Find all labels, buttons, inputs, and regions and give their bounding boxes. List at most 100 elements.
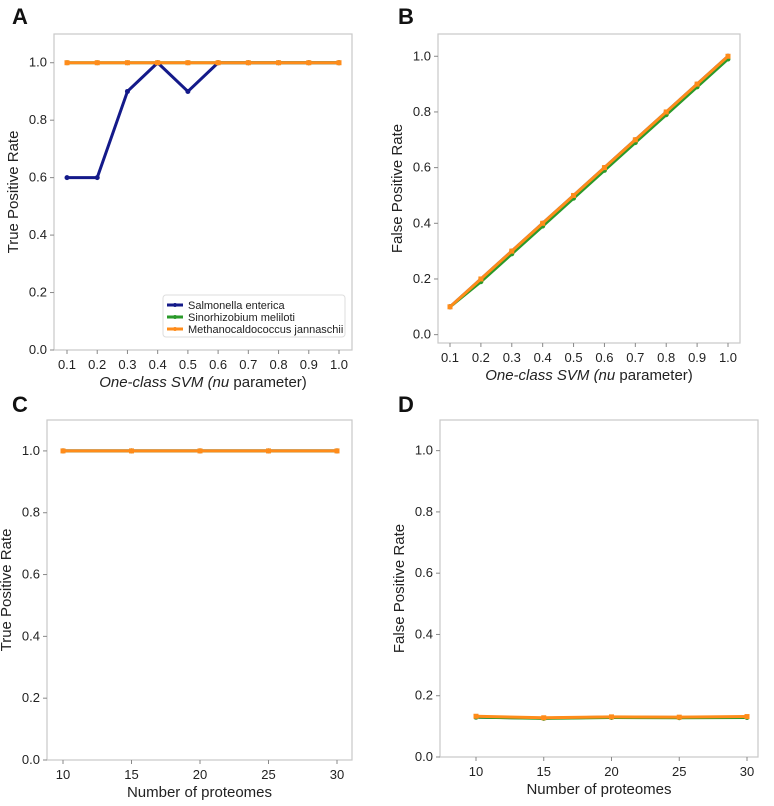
y-tick-label: 0.4	[29, 227, 47, 242]
legend-marker	[173, 303, 177, 307]
y-tick-label: 1.0	[413, 48, 431, 63]
data-point	[571, 192, 577, 198]
y-tick-label: 0.6	[413, 160, 431, 175]
y-tick-label: 0.0	[29, 342, 47, 357]
data-point	[124, 60, 130, 66]
x-tick-label: 0.9	[688, 350, 706, 365]
data-point	[541, 715, 547, 721]
x-tick-label: 0.7	[626, 350, 644, 365]
series-line-1	[449, 57, 730, 308]
data-point	[447, 304, 453, 310]
y-tick-label: 0.2	[415, 688, 433, 703]
y-tick-label: 0.0	[415, 749, 433, 764]
x-tick-label: 0.8	[657, 350, 675, 365]
panel-letter: D	[398, 392, 414, 417]
x-tick-label: 0.6	[209, 357, 227, 372]
data-point	[663, 109, 669, 115]
panel-d: D 0.0 0.2 0.4 0.6 0.8 1.0 10 15 20 25 30 Number of p…	[391, 392, 759, 798]
x-tick-label: 0.4	[534, 350, 552, 365]
data-point	[676, 714, 682, 720]
x-tick-label: 0.8	[270, 357, 288, 372]
x-tick-label: 30	[740, 764, 754, 779]
y-tick-label: 0.2	[22, 690, 40, 705]
data-point	[744, 714, 750, 720]
panel-letter: A	[12, 4, 28, 29]
x-tick-label: 0.3	[503, 350, 521, 365]
x-tick-label: 0.3	[118, 357, 136, 372]
data-point	[64, 60, 70, 66]
data-point	[155, 60, 161, 66]
y-tick-label: 0.2	[29, 285, 47, 300]
x-tick-label: 10	[469, 764, 483, 779]
y-tick-label: 0.0	[22, 752, 40, 767]
y-tick-label: 1.0	[29, 55, 47, 70]
y-tick-label: 0.4	[22, 628, 40, 643]
data-point	[632, 137, 638, 143]
data-point	[609, 714, 614, 720]
x-tick-label: 0.2	[472, 350, 490, 365]
x-tick-label: 25	[261, 767, 275, 782]
x-axis-label: Number of proteomes	[526, 781, 671, 798]
data-point	[334, 448, 340, 454]
y-tick-label: 0.6	[22, 567, 40, 582]
y-axis-label: True Positive Rate	[0, 529, 15, 652]
data-point	[509, 248, 515, 254]
x-tick-label: 0.1	[58, 357, 76, 372]
x-axis-label: Number of proteomes	[127, 784, 272, 801]
panel-letter: C	[12, 392, 28, 417]
y-tick-label: 0.6	[29, 170, 47, 185]
x-tick-label: 0.6	[595, 350, 613, 365]
series-line-0	[67, 60, 339, 180]
y-tick-label: 1.0	[415, 443, 433, 458]
x-axis-label: One-class SVM (nu parameter)	[485, 367, 693, 384]
data-point	[60, 448, 66, 454]
y-tick-label: 0.8	[415, 504, 433, 519]
data-point	[185, 60, 191, 66]
data-point	[266, 448, 271, 454]
data-point	[473, 713, 479, 719]
panel-letter: B	[398, 4, 414, 29]
x-tick-label: 1.0	[719, 350, 737, 365]
y-tick-label: 0.8	[29, 112, 47, 127]
data-point	[197, 448, 203, 454]
data-point	[601, 165, 607, 171]
y-tick-label: 1.0	[22, 443, 40, 458]
x-tick-label: 0.4	[149, 357, 167, 372]
legend-box	[162, 294, 346, 338]
y-tick-label: 0.8	[22, 505, 40, 520]
x-tick-label: 20	[604, 764, 618, 779]
y-tick-label: 0.0	[413, 327, 431, 342]
x-tick-label: 1.0	[330, 357, 348, 372]
x-tick-label: 0.1	[441, 350, 459, 365]
plot-frame	[439, 419, 759, 758]
data-point	[185, 88, 191, 94]
x-tick-label: 0.5	[565, 350, 583, 365]
x-tick-label: 0.7	[239, 357, 257, 372]
y-tick-label: 0.4	[415, 626, 433, 641]
legend-label: Salmonella enterica	[188, 300, 285, 312]
x-tick-label: 25	[672, 764, 686, 779]
plot-frame	[53, 33, 353, 351]
panel-b: B 0.0 0.2 0.4 0.6 0.8 1.0 0.1 0.2 0.3 0.4 0.5 0.6 0.7…	[389, 4, 741, 384]
plot-frame	[46, 419, 353, 761]
plot-frame	[437, 33, 741, 344]
x-tick-label: 0.5	[179, 357, 197, 372]
data-point	[94, 60, 100, 66]
panel-a: A 0.0 0.2 0.4 0.6 0.8 1.0 0.1 0.2 0.3 0.4 0.5 0.6 0.7…	[5, 4, 353, 391]
legend-label: Methanocaldococcus jannaschii	[188, 324, 343, 336]
y-axis-label: False Positive Rate	[391, 524, 408, 653]
x-tick-label: 30	[330, 767, 344, 782]
data-point	[336, 60, 342, 66]
y-tick-label: 0.2	[413, 271, 431, 286]
data-point	[478, 276, 484, 282]
data-point	[64, 175, 70, 181]
legend-marker	[173, 315, 177, 319]
data-point	[129, 448, 134, 454]
data-point	[306, 60, 312, 66]
data-point	[276, 60, 282, 66]
x-tick-label: 10	[56, 767, 70, 782]
x-tick-label: 20	[193, 767, 207, 782]
